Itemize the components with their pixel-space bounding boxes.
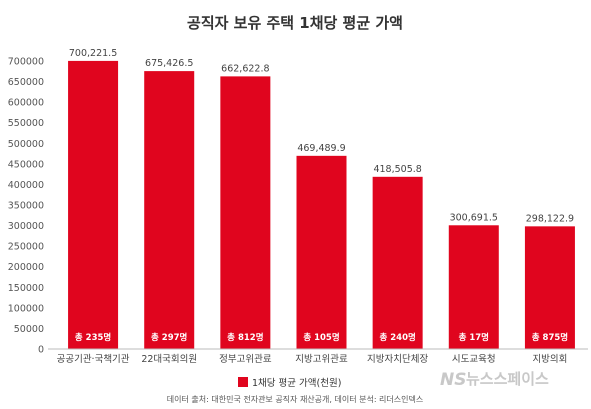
bar-value-label: 469,489.9 [297,143,345,154]
bar-series: 700,221.5 총 235명 675,426.5 총 297명 662,622.8 총… [68,48,575,350]
watermark-text: 뉴스스페이스 [466,370,549,388]
bar-value-label: 298,122.9 [526,213,574,224]
bar-count-label: 총 240명 [379,332,415,343]
bar [220,76,271,349]
x-tick-label: 정부고위관료 [219,353,272,365]
bar [372,176,423,349]
bar [524,226,575,349]
y-tick-label: 200000 [8,262,44,273]
y-tick-label: 700000 [8,57,44,68]
y-axis: 0 50000 100000 150000 200000 250000 300000 3500… [8,57,44,356]
x-tick-label: 지방의회 [532,354,567,365]
watermark: NS 뉴스스페이스 [440,370,549,390]
y-tick-label: 550000 [8,118,44,129]
bar-value-label: 418,505.8 [373,164,421,175]
bar-count-label: 총 812명 [227,332,263,343]
bar [68,60,119,349]
y-tick-label: 300000 [8,221,44,232]
bar-value-label: 662,622.8 [221,63,269,74]
bar-count-label: 총 875명 [532,332,568,343]
bar-count-label: 총 17명 [459,332,489,343]
source-note: 데이터 출처: 대한민국 전자관보 공직자 재산공개, 데이터 분석: 리더스인… [167,394,423,404]
y-tick-label: 50000 [14,324,44,335]
bar-count-label: 총 297명 [151,332,187,343]
bar-value-label: 300,691.5 [450,212,498,223]
bar [296,155,347,349]
legend-swatch [238,377,248,387]
y-tick-label: 650000 [8,77,44,88]
chart-title: 공직자 보유 주택 1채당 평균 가액 [187,14,403,32]
y-tick-label: 450000 [8,159,44,170]
x-tick-label: 지방고위관료 [295,353,348,365]
bar [448,225,499,349]
x-axis: 공공기관·국책기관 22대국회의원 정부고위관료 지방고위관료 지방자치단체장 시도교육청… [57,353,568,365]
x-tick-label: 지방자치단체장 [367,353,428,365]
x-tick-label: 22대국회의원 [141,354,197,365]
y-tick-label: 350000 [8,201,44,212]
y-tick-label: 150000 [8,283,44,294]
y-tick-label: 0 [38,345,44,356]
legend-label: 1채당 평균 가액(천원) [252,377,341,389]
bar [144,71,195,350]
x-tick-label: 시도교육청 [452,354,496,365]
watermark-logo: NS [440,370,466,390]
y-tick-label: 250000 [8,242,44,253]
y-tick-label: 500000 [8,139,44,150]
bar-count-label: 총 105명 [303,332,339,343]
legend: 1채당 평균 가액(천원) [238,377,341,389]
y-tick-label: 400000 [8,180,44,191]
x-tick-label: 공공기관·국책기관 [57,354,130,365]
y-tick-label: 100000 [8,303,44,314]
bar-value-label: 675,426.5 [145,58,193,69]
bar-value-label: 700,221.5 [69,48,117,59]
bar-count-label: 총 235명 [75,332,111,343]
y-tick-label: 600000 [8,98,44,109]
